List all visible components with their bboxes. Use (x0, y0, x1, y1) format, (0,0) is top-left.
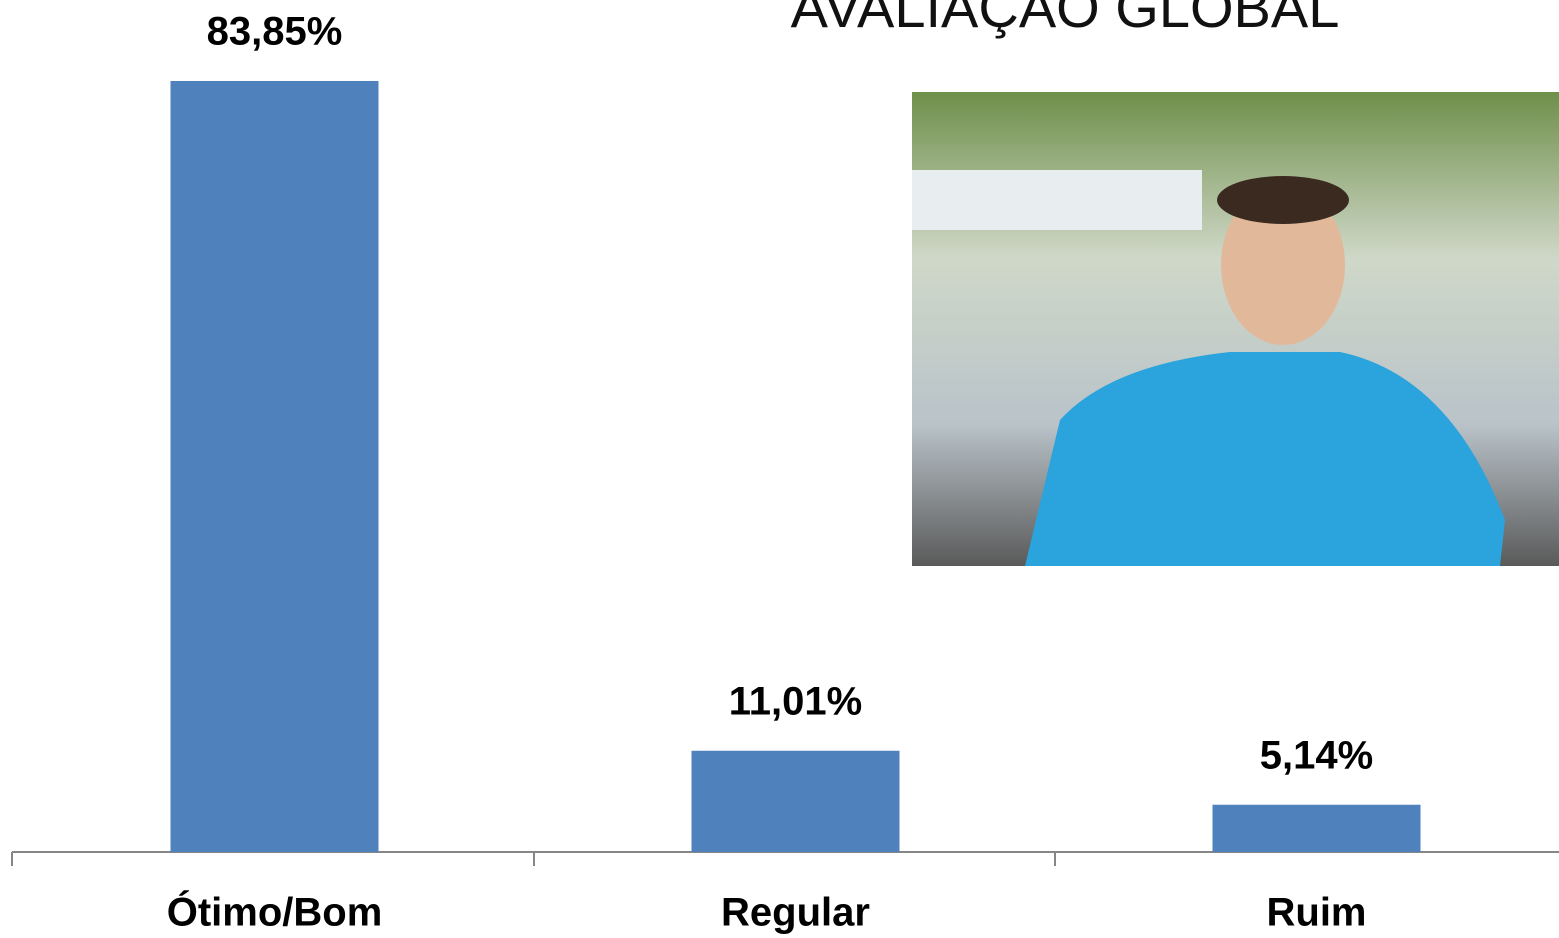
bar (692, 751, 900, 852)
x-tick-label: Regular (721, 891, 870, 935)
chart: AVALIAÇÃO GLOBAL 83,85% Ótimo/Bom 11,01% Re… (0, 0, 1559, 938)
bar (171, 81, 379, 852)
value-label: 5,14% (1260, 733, 1373, 777)
page: AVALIAÇÃO GLOBAL 83,85% Ótimo/Bom 11,01% Re… (0, 0, 1559, 938)
value-label: 83,85% (207, 10, 343, 54)
value-label: 11,01% (729, 679, 862, 723)
x-tick-label: Ótimo/Bom (167, 889, 383, 935)
chart-title: AVALIAÇÃO GLOBAL (791, 0, 1340, 39)
photo (912, 92, 1559, 566)
photo-hair (1217, 176, 1349, 224)
photo-arch (912, 170, 1202, 230)
bar (1213, 805, 1421, 852)
x-tick-label: Ruim (1267, 891, 1367, 935)
